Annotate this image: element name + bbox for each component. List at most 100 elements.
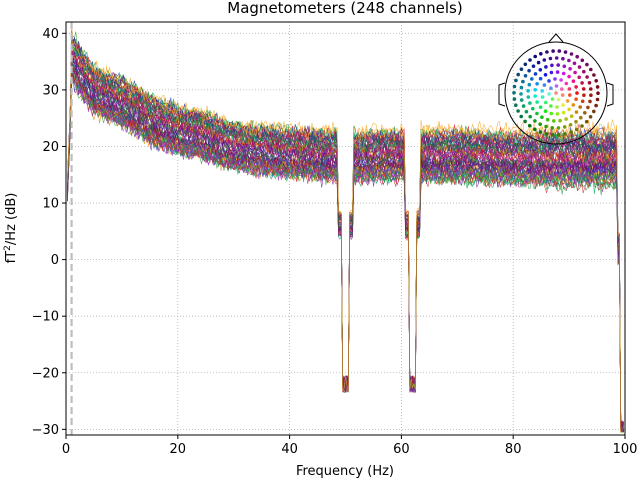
sensor-dot	[521, 79, 525, 84]
grid-layer	[66, 22, 625, 435]
sensor-topomap-legend	[498, 33, 614, 145]
sensor-dot	[555, 70, 560, 74]
sensor-dot	[540, 115, 544, 119]
sensor-dot	[533, 54, 537, 59]
sensor-dot	[571, 103, 576, 107]
sensor-dot	[542, 83, 547, 87]
sensor-dot	[531, 106, 535, 111]
sensor-dot	[577, 65, 582, 69]
sensor-dot	[560, 93, 565, 97]
sensor-dot	[552, 119, 556, 123]
sensor-dot	[527, 123, 532, 128]
sensor-dot	[568, 93, 572, 97]
sensor-dot	[549, 86, 553, 90]
sensor-dot	[512, 97, 517, 101]
topomap-head-outline	[504, 41, 608, 145]
chart-title: Magnetometers (248 channels)	[227, 0, 462, 17]
sensor-dot	[521, 104, 526, 108]
sensor-dot	[575, 54, 579, 59]
sensor-dot	[579, 115, 583, 120]
sensor-dot	[544, 124, 548, 129]
sensor-dot	[556, 126, 561, 130]
sensor-dot	[512, 91, 516, 95]
sensor-dot	[567, 87, 572, 91]
sensor-dot	[533, 94, 537, 98]
sensor-dot	[574, 85, 578, 89]
sensor-dot	[585, 62, 589, 67]
y-axis-ticks: −30 −20 −10 0 10 20 30 40	[32, 27, 66, 438]
sensor-dot	[516, 72, 520, 77]
sensor-dot	[567, 74, 571, 79]
x-tick-label: 60	[393, 442, 410, 457]
sensor-dot	[543, 73, 548, 77]
sensor-dot	[519, 114, 523, 119]
x-tick-label: 40	[281, 442, 298, 457]
sensor-dot	[559, 78, 563, 82]
sensor-dot	[573, 70, 577, 75]
sensor-dot	[548, 56, 553, 61]
sensor-dot	[588, 99, 592, 104]
sensor-dot	[528, 101, 532, 105]
sensor-dot	[580, 99, 585, 104]
sensor-dot	[582, 69, 586, 74]
sensor-dot	[562, 64, 567, 69]
sensor-dot	[587, 81, 592, 85]
y-axis-label: fT2/Hz (dB)	[3, 193, 19, 264]
sensor-dot	[519, 85, 524, 90]
sensor-dot	[569, 114, 574, 118]
sensor-dot	[594, 103, 598, 108]
sensor-dot	[561, 71, 566, 76]
channel-psd-line	[67, 70, 624, 433]
y-tick-label: −30	[32, 423, 59, 438]
y-tick-label: 40	[42, 27, 59, 42]
sensor-dot	[561, 103, 565, 107]
sensor-dot	[519, 98, 524, 102]
sensor-dot	[582, 93, 586, 97]
sensor-dot	[562, 125, 567, 129]
sensor-dot	[523, 74, 528, 78]
sensor-dot	[519, 92, 523, 96]
sensor-dot	[585, 75, 589, 79]
channel-psd-line	[67, 41, 624, 433]
sensor-dot	[514, 103, 518, 107]
sensor-dot	[563, 132, 567, 136]
series-layer	[67, 25, 624, 434]
sensor-dot	[531, 64, 536, 68]
sensor-dot	[588, 115, 593, 119]
channel-psd-line	[67, 39, 624, 433]
sensor-dot	[538, 130, 543, 134]
sensor-dot	[568, 67, 572, 71]
sensor-dot	[569, 130, 573, 134]
sensor-dot	[523, 62, 528, 67]
sensor-dot	[545, 50, 549, 54]
sensor-dot	[572, 61, 577, 66]
sensor-dot	[545, 117, 550, 122]
sensor-dot	[584, 119, 589, 124]
sensor-dot	[556, 63, 560, 67]
y-tick-label: 30	[42, 83, 59, 98]
sensor-dot	[514, 78, 518, 83]
sensor-dot	[526, 89, 530, 93]
sensor-dot	[581, 87, 586, 91]
sensor-dot	[583, 111, 587, 115]
y-axis-label-main: fT	[4, 251, 19, 264]
sensor-dot	[575, 127, 579, 132]
sensor-dot	[536, 60, 541, 65]
y-tick-label: −20	[32, 366, 59, 381]
sensor-dot	[586, 105, 590, 110]
sensor-dot	[549, 104, 553, 108]
sensor-dot	[554, 56, 559, 60]
sensor-dot	[516, 109, 520, 113]
sensor-dot	[564, 117, 568, 121]
sensor-dot	[538, 105, 543, 109]
sensor-dot	[547, 92, 551, 96]
sensor-dot	[574, 97, 578, 101]
sensor-dot	[540, 89, 544, 93]
sensor-dot	[528, 114, 532, 119]
sensor-dot	[589, 87, 593, 91]
sensor-dot	[561, 56, 565, 61]
sensor-dot	[542, 58, 547, 62]
sensor-dot	[523, 119, 527, 124]
sensor-dot	[595, 97, 600, 102]
